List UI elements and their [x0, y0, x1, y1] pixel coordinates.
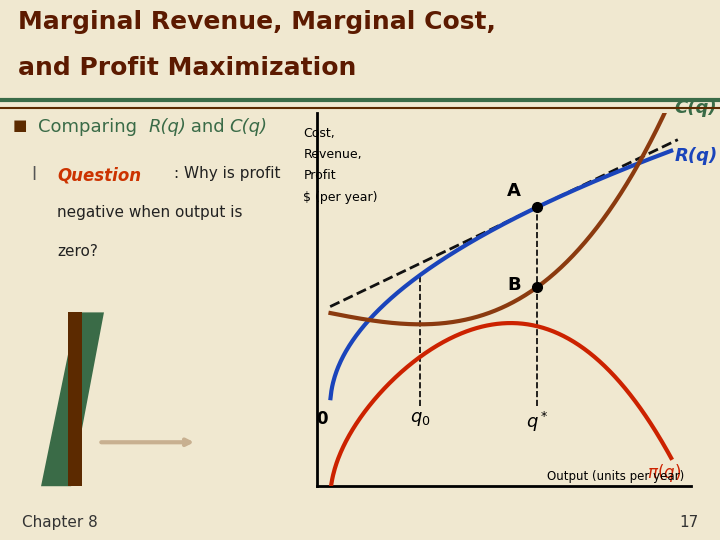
- Text: A: A: [508, 183, 521, 200]
- Text: 17: 17: [679, 515, 698, 530]
- Text: C(q): C(q): [675, 99, 717, 117]
- Text: Marginal Revenue, Marginal Cost,: Marginal Revenue, Marginal Cost,: [18, 10, 496, 33]
- Text: negative when output is: negative when output is: [57, 205, 243, 220]
- Text: ■: ■: [13, 118, 27, 133]
- Text: R(q): R(q): [149, 118, 186, 136]
- Text: 0: 0: [316, 410, 328, 428]
- Text: $q^*$: $q^*$: [526, 410, 549, 434]
- Text: Output (units per year): Output (units per year): [547, 470, 685, 483]
- Text: $q_0$: $q_0$: [410, 410, 431, 428]
- Text: Question: Question: [57, 166, 141, 184]
- Text: : Why is profit: : Why is profit: [174, 166, 281, 181]
- Text: Profit: Profit: [303, 170, 336, 183]
- Text: $ (per year): $ (per year): [303, 191, 378, 204]
- Text: $\pi(q)$: $\pi(q)$: [647, 462, 682, 484]
- Polygon shape: [41, 312, 104, 486]
- Text: B: B: [508, 275, 521, 294]
- Text: and: and: [185, 118, 230, 136]
- Text: and Profit Maximization: and Profit Maximization: [18, 56, 356, 80]
- Text: l: l: [32, 166, 37, 184]
- Text: Chapter 8: Chapter 8: [22, 515, 97, 530]
- Text: Comparing: Comparing: [38, 118, 143, 136]
- Text: R(q): R(q): [675, 147, 718, 165]
- Text: C(q): C(q): [230, 118, 268, 136]
- Text: Revenue,: Revenue,: [303, 148, 362, 161]
- Text: zero?: zero?: [57, 244, 98, 259]
- Bar: [68, 312, 82, 486]
- Text: Cost,: Cost,: [303, 127, 336, 140]
